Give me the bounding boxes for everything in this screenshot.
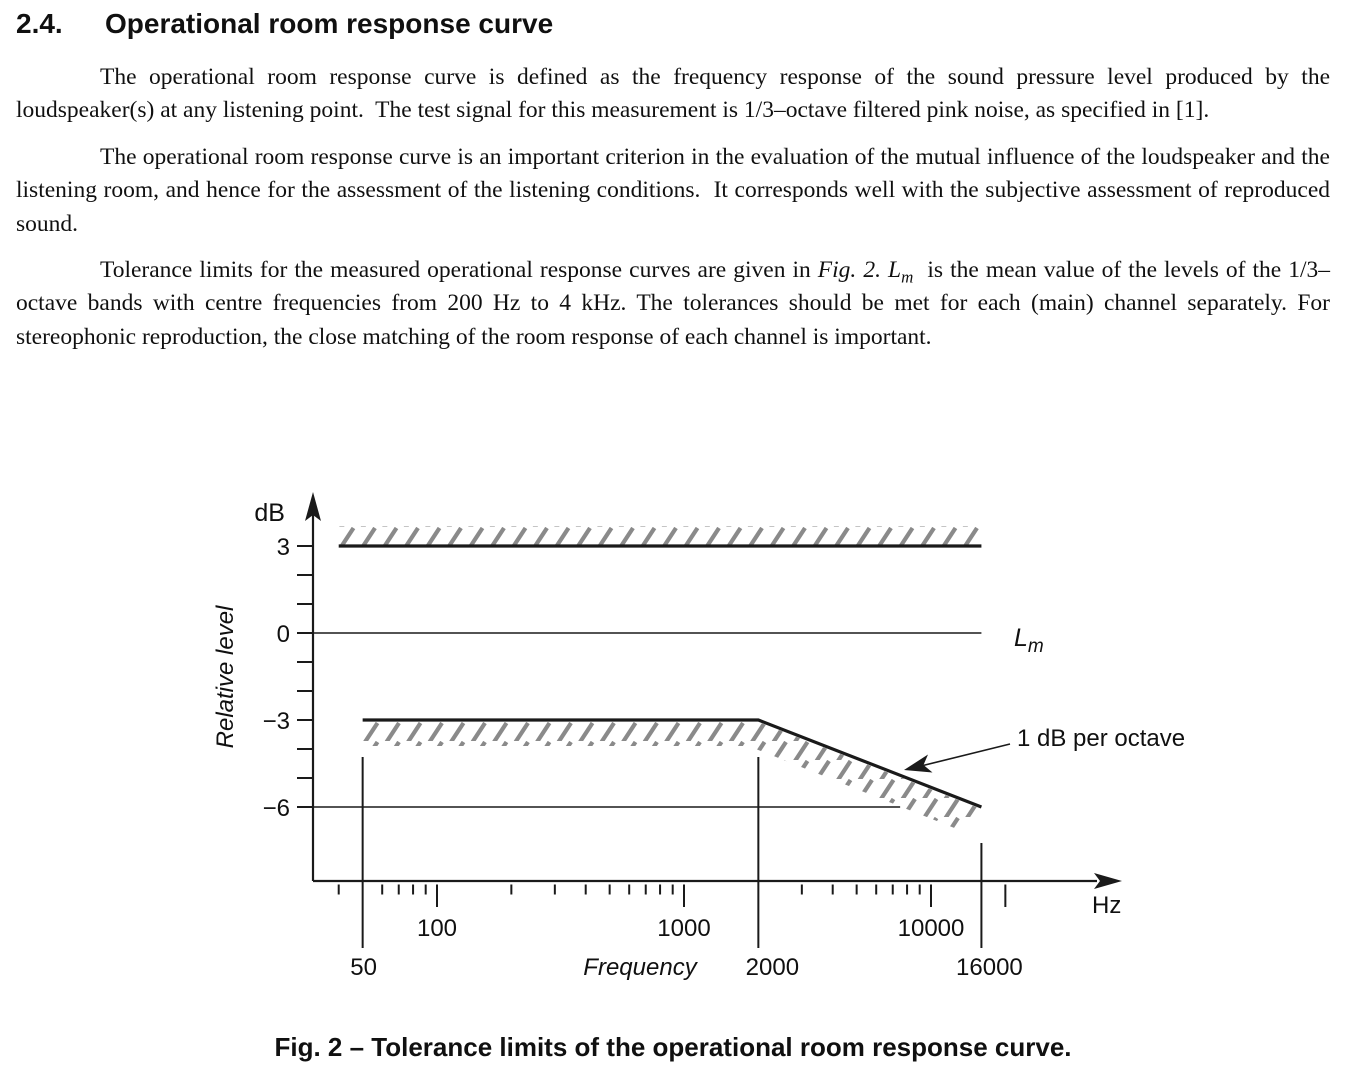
lower-tolerance-limit-line — [362, 718, 982, 809]
y-axis-unit-label: dB — [254, 499, 285, 527]
reference-label: 50 — [350, 954, 377, 981]
reference-label: 16000 — [956, 954, 1023, 981]
x-axis-arrow-icon — [1094, 873, 1122, 889]
annotation-text: 1 dB per octave — [1017, 725, 1185, 752]
paragraph-3-text: Tolerance limits for the measured operat… — [100, 257, 818, 284]
x-tick-label: 100 — [417, 915, 457, 942]
paragraph-3-text-cont: is the mean value of the levels of the 1… — [16, 257, 1331, 350]
x-tick-label: 1000 — [657, 915, 710, 942]
x-axis-title: Frequency — [583, 954, 698, 981]
y-tick-label: 3 — [277, 534, 290, 561]
x-axis-unit-label: Hz — [1092, 892, 1121, 919]
figure-reference: Fig. 2. — [817, 257, 881, 284]
section-title: Operational room response curve — [105, 8, 554, 39]
text-block: 2.4. Operational room response curve The … — [16, 8, 1330, 367]
room-response-chart: Lm dB Hz Relative level Frequency 3 0 −3 −6 100 10… — [212, 492, 1185, 981]
annotation-arrow — [922, 743, 1011, 767]
paragraph-3: Tolerance limits for the measured operat… — [16, 254, 1330, 354]
upper-hatch — [338, 526, 982, 545]
annotation-arrowhead-icon — [904, 754, 933, 773]
y-tick-label: −3 — [263, 708, 290, 735]
y-tick-label: −6 — [263, 795, 290, 822]
section-number: 2.4. — [16, 8, 63, 39]
y-tick-label: 0 — [277, 621, 290, 648]
paragraph-1: The operational room response curve is d… — [16, 64, 1330, 124]
lm-symbol: L — [888, 257, 902, 284]
mean-level-label: Lm — [1014, 624, 1044, 657]
lm-subscript: m — [901, 267, 914, 287]
y-axis-title: Relative level — [212, 605, 239, 748]
section-heading: 2.4. Operational room response curve — [16, 8, 1330, 40]
figure-caption: Fig. 2 – Tolerance limits of the operati… — [274, 1032, 1072, 1062]
y-axis-arrow-icon — [305, 492, 321, 521]
lower-hatch — [362, 722, 982, 830]
paragraph-2: The operational room response curve is a… — [16, 143, 1330, 237]
x-tick-label: 10000 — [898, 915, 965, 942]
reference-label: 2000 — [746, 954, 799, 981]
